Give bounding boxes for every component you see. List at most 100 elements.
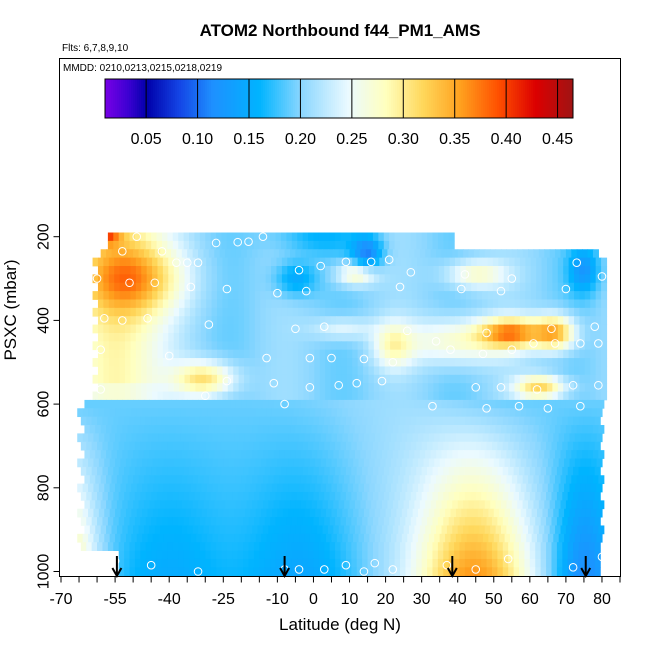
heatmap-cell [378, 491, 385, 501]
heatmap-cell [515, 508, 522, 518]
heatmap-cell [205, 517, 212, 526]
heatmap-cell [432, 416, 439, 426]
heatmap-cell [216, 324, 223, 334]
heatmap-cell [308, 550, 315, 560]
heatmap-cell [358, 433, 365, 443]
observation-point [460, 270, 470, 279]
heatmap-cell [373, 282, 380, 292]
heatmap-cell [265, 316, 272, 325]
heatmap-cell [356, 416, 363, 426]
heatmap-cell [158, 458, 165, 468]
heatmap-cell [306, 399, 313, 409]
heatmap-cell [179, 299, 186, 309]
heatmap-cell [232, 491, 239, 501]
heatmap-cell [368, 266, 375, 275]
heatmap-cell [432, 232, 439, 242]
heatmap-cell [286, 466, 293, 476]
heatmap-cell [184, 324, 191, 334]
heatmap-cell [526, 408, 533, 418]
heatmap-cell [379, 349, 386, 359]
heatmap-cell [89, 450, 96, 459]
heatmap-cell [441, 249, 448, 259]
heatmap-cell [590, 274, 597, 284]
heatmap-cell [338, 249, 345, 259]
heatmap-cell [438, 266, 445, 275]
heatmap-cell [475, 517, 482, 526]
heatmap-cell [313, 558, 320, 568]
heatmap-cell [116, 425, 123, 434]
heatmap-cell [118, 542, 125, 551]
heatmap-cell [441, 525, 448, 535]
heatmap-cell [390, 508, 397, 518]
heatmap-cell [562, 542, 569, 551]
heatmap-cell [340, 558, 347, 568]
heatmap-cell [405, 232, 412, 242]
colorbar-segment [255, 79, 258, 118]
heatmap-cell [352, 341, 359, 351]
heatmap-cell [237, 550, 244, 560]
heatmap-cell [131, 458, 138, 468]
heatmap-cell [514, 291, 521, 300]
heatmap-cell [98, 408, 105, 418]
heatmap-cell [400, 299, 407, 309]
heatmap-cell [141, 358, 148, 367]
heatmap-cell [88, 508, 95, 518]
heatmap-cell [154, 249, 161, 259]
heatmap-cell [130, 349, 137, 359]
heatmap-cell [482, 307, 489, 317]
heatmap-cell [455, 316, 462, 325]
heatmap-cell [309, 533, 316, 543]
heatmap-cell [168, 374, 175, 384]
heatmap-cell [354, 425, 361, 434]
heatmap-cell [497, 491, 504, 501]
heatmap-cell [358, 408, 365, 418]
heatmap-cell [459, 491, 466, 501]
heatmap-cell [565, 425, 572, 434]
heatmap-cell [432, 558, 439, 568]
heatmap-cell [108, 374, 115, 384]
heatmap-cell [584, 341, 591, 351]
heatmap-cell [584, 358, 591, 367]
heatmap-cell [406, 349, 413, 359]
heatmap-cell [211, 366, 218, 376]
heatmap-cell [152, 299, 159, 309]
heatmap-cell [253, 416, 260, 426]
heatmap-cell [181, 249, 188, 259]
heatmap-cell [260, 316, 267, 325]
heatmap-cell [266, 458, 273, 468]
heatmap-cell [373, 291, 380, 300]
heatmap-cell [140, 232, 147, 242]
heatmap-cell [481, 416, 488, 426]
heatmap-cell [538, 450, 545, 459]
colorbar-segment [171, 79, 174, 118]
heatmap-cell [257, 399, 264, 409]
heatmap-cell [517, 450, 524, 459]
heatmap-cell [455, 358, 462, 367]
colorbar-segment [367, 79, 370, 118]
heatmap-cell [465, 349, 472, 359]
heatmap-cell [335, 358, 342, 367]
heatmap-cell [264, 558, 271, 568]
heatmap-cell [103, 358, 110, 367]
heatmap-cell [185, 483, 192, 493]
heatmap-cell [131, 408, 138, 418]
heatmap-cell [376, 425, 383, 434]
heatmap-cell [417, 366, 424, 376]
heatmap-cell [195, 358, 202, 367]
heatmap-cell [446, 525, 453, 535]
heatmap-cell [514, 391, 521, 401]
heatmap-cell [287, 299, 294, 309]
heatmap-cell [169, 483, 176, 493]
observation-point [478, 349, 488, 359]
heatmap-cell [265, 358, 272, 367]
colorbar-segment [415, 79, 418, 118]
heatmap-cell [436, 399, 443, 409]
heatmap-cell [546, 332, 553, 342]
heatmap-cell [216, 349, 223, 359]
heatmap-cell [235, 249, 242, 259]
heatmap-cell [468, 525, 475, 535]
heatmap-cell [280, 232, 287, 242]
heatmap-cell [309, 408, 316, 418]
heatmap-cell [168, 358, 175, 367]
heatmap-cell [160, 500, 167, 510]
